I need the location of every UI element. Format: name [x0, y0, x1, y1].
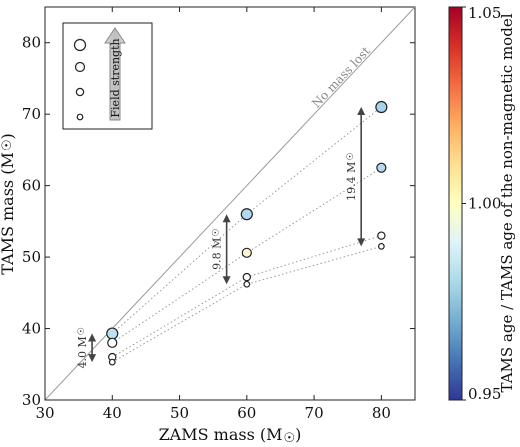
legend-marker-small [76, 113, 84, 121]
y-tick-label-50: 50 [22, 248, 41, 266]
x-tick-label-60: 60 [237, 404, 256, 422]
mass-loss-label-2: 9.8 M☉ [211, 229, 224, 270]
legend: Field strength [62, 22, 153, 130]
colorbar [448, 6, 463, 401]
marker-s2-p3 [376, 162, 387, 173]
marker-s4-p2 [243, 280, 251, 288]
no-mass-lost-label: No mass lost [309, 44, 373, 111]
x-tick-label-50: 50 [170, 404, 189, 422]
colorbar-tick-label-1.05: 1.05 [468, 4, 501, 22]
marker-s1-p2 [240, 208, 253, 221]
legend-marker-medium [75, 87, 85, 97]
mass-loss-label-3: 19.4 M☉ [345, 153, 358, 201]
colorbar-label: TAMS age / TAMS age of the non-magnetic … [498, 13, 516, 392]
marker-s4-p1 [108, 358, 116, 366]
marker-s2-p1 [107, 337, 118, 348]
y-tick-label-70: 70 [22, 105, 41, 123]
colorbar-tick-label-0.95: 0.95 [468, 385, 501, 403]
legend-marker-largest [73, 38, 87, 52]
mass-loss-arrowhead-bottom-1 [88, 354, 97, 363]
mass-loss-label-1: 4.0 M☉ [76, 327, 89, 368]
field-strength-label: Field strength [109, 38, 122, 117]
x-axis-label: ZAMS mass (M☉) [159, 425, 302, 446]
marker-s2-p2 [241, 247, 252, 258]
mass-loss-arrowhead-top-1 [88, 333, 97, 342]
y-axis-label: TAMS mass (M☉) [0, 133, 17, 275]
mass-loss-arrowhead-top-3 [357, 107, 366, 116]
marker-s1-p3 [375, 100, 388, 114]
y-tick-label-40: 40 [22, 320, 41, 338]
mass-loss-arrowhead-bottom-2 [222, 276, 231, 285]
y-tick-label-30: 30 [22, 391, 41, 409]
mass-loss-arrowhead-bottom-3 [357, 238, 366, 247]
field-strength-arrow-icon [104, 27, 126, 121]
marker-s3-p3 [377, 231, 386, 240]
x-tick-label-70: 70 [305, 404, 324, 422]
x-tick-label-40: 40 [103, 404, 122, 422]
colorbar-tick-label-1.00: 1.00 [468, 195, 501, 213]
plot-frame [44, 6, 416, 401]
marker-s1-p1 [106, 327, 119, 340]
legend-marker-large [74, 61, 86, 73]
x-tick-label-30: 30 [35, 404, 54, 422]
x-tick-label-80: 80 [372, 404, 391, 422]
mass-loss-arrowhead-top-2 [222, 214, 231, 223]
series-4-line [112, 245, 382, 363]
marker-s4-p3 [377, 242, 385, 250]
y-tick-label-60: 60 [22, 177, 41, 195]
marker-s3-p2 [242, 272, 252, 282]
y-tick-label-80: 80 [22, 34, 41, 52]
